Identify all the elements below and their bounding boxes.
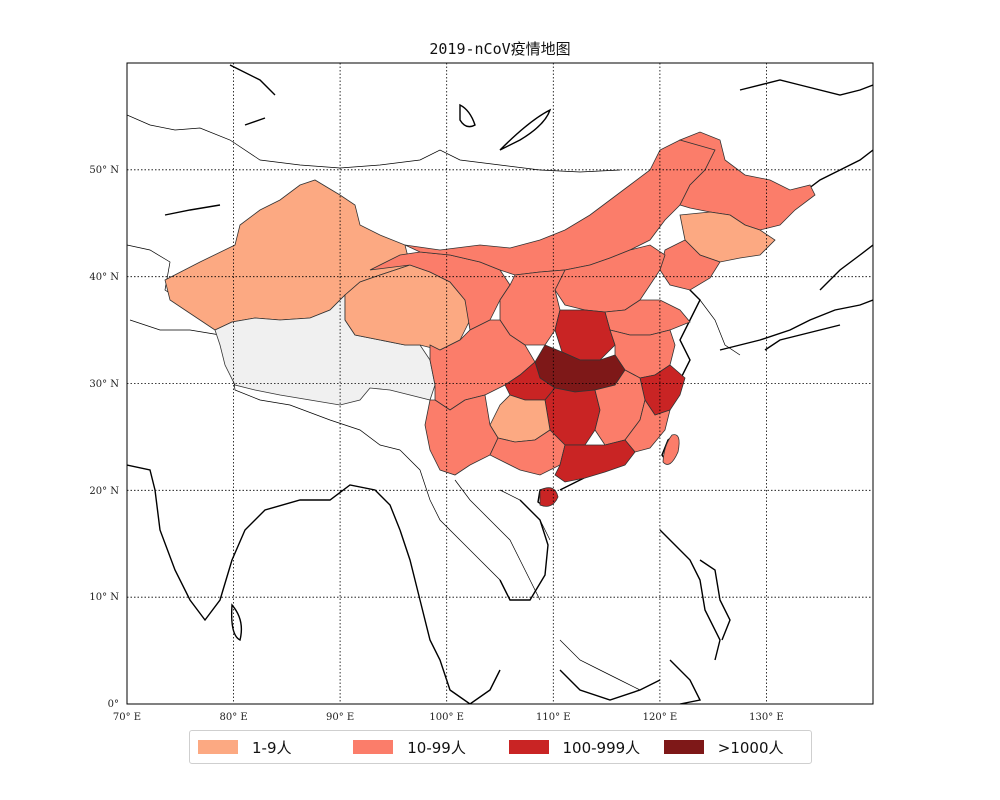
china-provinces [164, 131, 816, 507]
legend: 1-9人 10-99人 100-999人 >1000人 [189, 730, 812, 764]
lat-tick: 20° N [89, 486, 119, 497]
region-guangdong [554, 439, 636, 483]
legend-swatch [663, 740, 704, 754]
map-title: 2019-nCoV疫情地图 [429, 40, 571, 58]
region-yunnan [424, 394, 499, 476]
lon-tick: 100° E [429, 712, 464, 723]
map-frame [126, 62, 874, 705]
legend-item: >1000人 [663, 737, 811, 758]
legend-label: >1000人 [717, 738, 784, 757]
region-liaoning [659, 239, 721, 291]
lat-tick-labels: 0° 10° N 20° N 30° N 40° N 50° N [89, 165, 119, 710]
region-guizhou [489, 394, 551, 443]
lon-tick-labels: 70° E 80° E 90° E 100° E 110° E 120° E 1… [113, 712, 784, 723]
region-taiwan [662, 434, 680, 465]
lat-tick: 10° N [89, 592, 119, 603]
legend-label: 100-999人 [562, 738, 641, 757]
lat-tick: 30° N [89, 379, 119, 390]
lon-tick: 120° E [643, 712, 678, 723]
legend-swatch [508, 740, 549, 754]
lat-tick: 0° [108, 699, 119, 710]
region-qinghai [344, 264, 471, 351]
legend-label: 1-9人 [252, 738, 292, 757]
lon-tick: 80° E [219, 712, 247, 723]
legend-item: 100-999人 [508, 737, 656, 758]
legend-label: 10-99人 [407, 738, 466, 757]
region-shaanxi [499, 269, 566, 346]
lat-tick: 40° N [89, 272, 119, 283]
region-heilongjiang [678, 131, 816, 231]
lon-tick: 130° E [749, 712, 784, 723]
region-north [554, 244, 666, 313]
lon-tick: 90° E [326, 712, 354, 723]
legend-swatch [353, 740, 394, 754]
neighbor-borders [127, 114, 741, 691]
lon-tick: 70° E [113, 712, 141, 723]
lat-tick: 50° N [89, 165, 119, 176]
legend-item: 1-9人 [198, 737, 345, 758]
legend-item: 10-99人 [353, 737, 500, 758]
lon-tick: 110° E [536, 712, 571, 723]
legend-swatch [198, 740, 238, 754]
